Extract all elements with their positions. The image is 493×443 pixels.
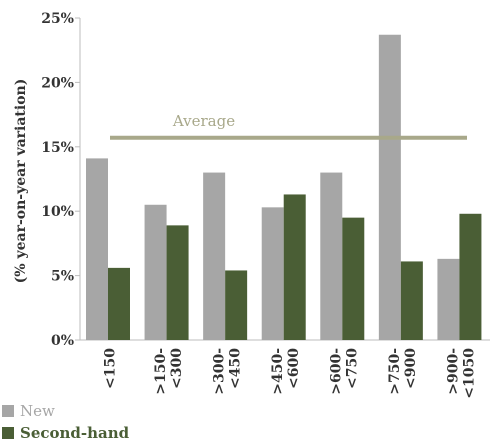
x-tick-label: <150 (102, 348, 118, 389)
bar-second-hand (225, 270, 248, 340)
bar-new (86, 158, 108, 340)
x-tick-label: <1050 (462, 348, 478, 399)
y-tick-label: 10% (41, 204, 74, 220)
x-tick-label: >750- (387, 348, 403, 395)
legend-item-second-hand: Second-hand (2, 424, 129, 442)
bar-second-hand (342, 217, 365, 340)
legend-swatch-second-hand (2, 427, 14, 439)
bar-new (144, 204, 167, 340)
legend-label-new: New (20, 402, 55, 420)
x-tick-label: <300 (169, 348, 185, 389)
y-tick-label: 20% (41, 75, 74, 91)
bar-second-hand (400, 261, 423, 340)
average-label: Average (172, 112, 235, 130)
bar-second-hand (459, 213, 482, 340)
x-tick-label: <750 (345, 348, 361, 389)
bar-new (203, 172, 226, 340)
x-tick-label: >300- (211, 348, 227, 395)
x-tick-label: >450- (270, 348, 286, 395)
x-tick-label: >900- (446, 348, 462, 395)
y-axis-label: (% year-on-year variation) (13, 79, 29, 284)
bar-second-hand (166, 225, 189, 340)
legend-swatch-new (2, 405, 14, 417)
x-tick-label: <900 (403, 348, 419, 389)
bar-second-hand (283, 194, 306, 340)
bar-new (320, 172, 343, 340)
bar-second-hand (108, 267, 130, 340)
bar-new (378, 34, 401, 341)
y-tick-label: 15% (41, 140, 74, 156)
legend-label-second-hand: Second-hand (20, 424, 130, 442)
legend-item-new: New (2, 402, 55, 420)
x-tick-label: >150- (153, 348, 169, 395)
y-tick-label: 0% (51, 333, 74, 349)
bar-new (437, 258, 460, 340)
x-tick-label: >600- (329, 348, 345, 395)
y-tick-label: 5% (51, 269, 74, 285)
bar-new (261, 207, 284, 340)
x-tick-label: <450 (227, 348, 243, 389)
x-tick-label: <600 (286, 348, 302, 389)
y-tick-label: 25% (41, 11, 74, 27)
